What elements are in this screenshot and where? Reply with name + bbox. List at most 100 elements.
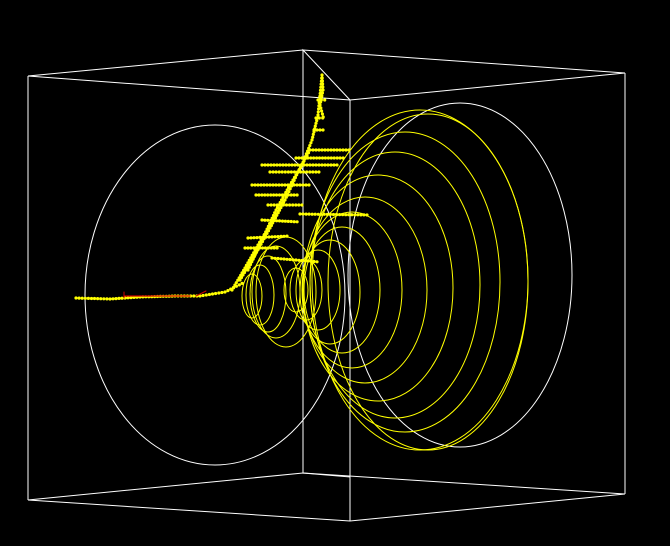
hit-cluster [313, 212, 317, 216]
track-hit [240, 271, 244, 275]
hit-cluster [298, 183, 302, 187]
hit-cluster [291, 258, 295, 262]
hit-cluster [321, 128, 325, 132]
track-hit [252, 251, 256, 255]
hit-cluster [280, 183, 284, 187]
hit-cluster [283, 219, 287, 223]
hit-cluster [307, 212, 311, 216]
hit-cluster [301, 183, 305, 187]
hit-cluster [260, 163, 264, 167]
hit-cluster [274, 183, 278, 187]
hit-cluster [294, 203, 298, 207]
hit-cluster [292, 170, 297, 174]
hit-cluster [317, 156, 322, 160]
hit-cluster [249, 246, 253, 250]
track-hit [262, 233, 266, 237]
hit-cluster [335, 156, 339, 160]
track-hit [236, 278, 240, 282]
hit-cluster [258, 235, 262, 239]
track-hit [268, 223, 272, 227]
track-hit [311, 132, 315, 136]
hit-cluster [282, 257, 286, 261]
hit-cluster [252, 236, 256, 240]
endcap-ellipse-left [84, 124, 346, 466]
endcap-ellipse-right [347, 102, 573, 448]
hit-cluster [266, 246, 270, 250]
hit-cluster [323, 98, 327, 102]
track-hit [267, 225, 271, 229]
hit-cluster [303, 259, 307, 263]
hit-cluster [280, 193, 284, 197]
hit-cluster [314, 148, 318, 152]
hit-cluster [257, 193, 261, 197]
hit-cluster [314, 116, 318, 120]
track-hit [313, 124, 317, 128]
hit-cluster [272, 203, 276, 207]
hit-cluster [250, 183, 254, 187]
hit-cluster [350, 213, 354, 217]
hit-cluster [273, 235, 277, 239]
track-hit [89, 296, 94, 301]
track-hit [264, 230, 268, 234]
hit-cluster [302, 170, 306, 174]
track-hit [305, 153, 309, 158]
hit-cluster [317, 163, 321, 167]
hit-cluster [263, 246, 267, 250]
track-hit [129, 296, 133, 300]
hit-cluster [277, 219, 282, 223]
hit-cluster [243, 246, 247, 250]
detector-ring [309, 131, 501, 433]
track-hit [243, 266, 247, 270]
hit-cluster [297, 156, 301, 160]
hit-cluster [255, 236, 259, 240]
hit-cluster [266, 218, 270, 222]
track-hit [320, 76, 324, 80]
hit-cluster [277, 193, 282, 197]
hit-cluster [300, 258, 304, 263]
hit-cluster [301, 212, 305, 216]
detector-ring [327, 113, 529, 451]
track-hit [320, 73, 324, 77]
hit-cluster [282, 234, 286, 238]
track-hit [237, 276, 241, 280]
hit-cluster [275, 203, 279, 207]
track-hit [277, 207, 281, 211]
detector-ring [251, 245, 301, 339]
hit-cluster [320, 148, 324, 152]
hit-cluster [320, 163, 324, 167]
hit-cluster [283, 193, 287, 197]
hit-cluster [263, 163, 267, 167]
hit-cluster [303, 156, 307, 160]
hit-cluster [335, 163, 339, 167]
track-hit [239, 273, 243, 277]
hit-cluster [304, 183, 308, 187]
detector-ring [302, 196, 428, 384]
hit-cluster [293, 163, 297, 167]
track-hit [83, 296, 87, 300]
track-hit [319, 97, 323, 101]
hit-cluster [341, 156, 345, 160]
hit-cluster [289, 193, 293, 197]
track-hit [318, 88, 323, 92]
hit-cluster [294, 156, 298, 160]
track-hit [207, 292, 211, 297]
hit-cluster [279, 257, 283, 261]
track-hit [204, 293, 208, 297]
hit-cluster [315, 128, 319, 132]
hit-cluster [365, 213, 369, 217]
hit-cluster [278, 203, 282, 207]
hit-cluster [281, 203, 285, 207]
track-hit [74, 296, 78, 300]
track-hit [102, 297, 106, 301]
hit-cluster [326, 148, 330, 152]
hit-cluster [249, 236, 253, 240]
hit-cluster [292, 220, 296, 224]
hit-cluster [267, 235, 271, 239]
hit-cluster [334, 212, 339, 217]
hit-cluster [271, 170, 275, 174]
track-hit [92, 296, 97, 301]
hit-cluster [295, 183, 299, 187]
track-hit [77, 296, 81, 300]
